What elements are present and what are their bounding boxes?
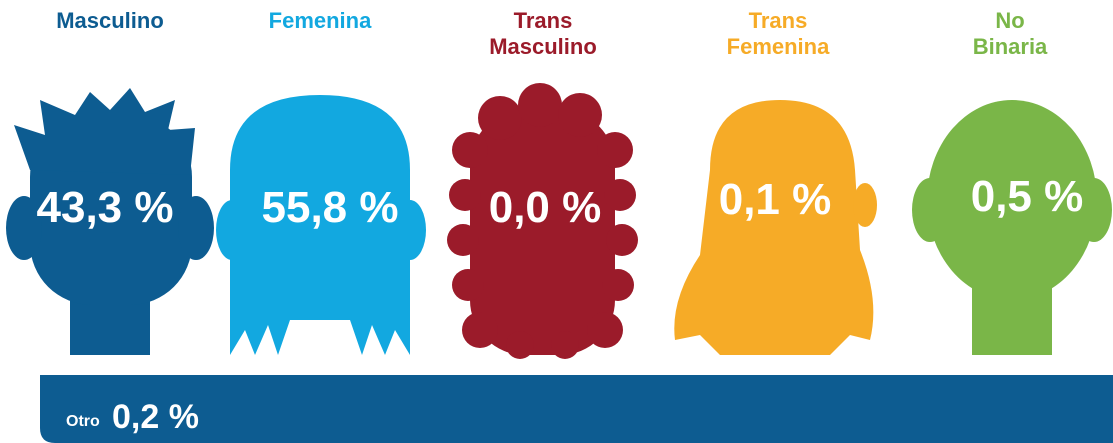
head-trans-femenina xyxy=(674,100,877,355)
label-line: Trans xyxy=(513,8,573,33)
other-value: 0,2 % xyxy=(112,398,199,436)
label-line: Femenina xyxy=(726,34,830,59)
other-label: Otro xyxy=(66,413,100,430)
head-femenina xyxy=(216,95,426,355)
item-label: Trans Femenina xyxy=(678,8,878,60)
item-value: 0,0 % xyxy=(488,183,602,232)
label-line: Masculino xyxy=(489,34,597,59)
label-line: No xyxy=(995,8,1025,33)
item-value: 0,5 % xyxy=(970,172,1084,221)
head-trans-masculino xyxy=(447,83,638,359)
item-value: 43,3 % xyxy=(36,183,174,232)
item-label: Masculino xyxy=(10,8,210,34)
item-value: 55,8 % xyxy=(261,183,399,232)
label-line: Masculino xyxy=(56,8,164,33)
item-value: 0,1 % xyxy=(718,175,832,224)
item-label: No Binaria xyxy=(910,8,1110,60)
item-label: Femenina xyxy=(220,8,420,34)
head-masculino xyxy=(6,88,214,355)
label-line: Femenina xyxy=(268,8,372,33)
other-banner xyxy=(40,375,1113,443)
item-label: Trans Masculino xyxy=(443,8,643,60)
head-no-binaria xyxy=(912,100,1112,355)
label-line: Binaria xyxy=(972,34,1048,59)
label-line: Trans xyxy=(748,8,808,33)
